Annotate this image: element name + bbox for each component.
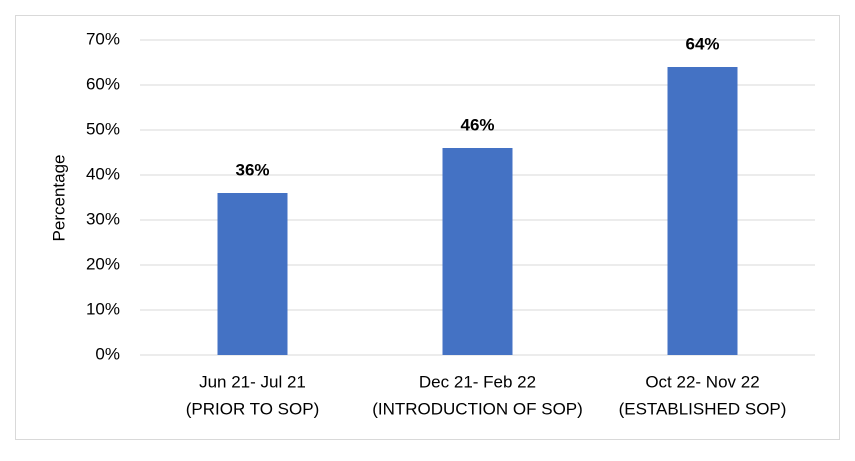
value-label: 64% [685,34,719,53]
y-tick-label: 10% [86,299,120,318]
value-label: 36% [235,160,269,179]
y-tick-label: 40% [86,164,120,183]
y-tick-label: 70% [86,29,120,48]
y-tick-label: 50% [86,119,120,138]
x-tick-label: (ESTABLISHED SOP) [619,399,787,418]
y-tick-label: 30% [86,209,120,228]
y-tick-label: 20% [86,254,120,273]
bar [667,67,738,355]
y-axis-title: Percentage [49,155,68,242]
x-tick-label: (PRIOR TO SOP) [186,399,320,418]
y-tick-label: 0% [95,344,120,363]
value-label: 46% [460,115,494,134]
x-tick-label: (INTRODUCTION OF SOP) [372,399,583,418]
x-tick-label: Jun 21- Jul 21 [199,372,306,391]
x-tick-label: Oct 22- Nov 22 [645,372,759,391]
y-tick-label: 60% [86,74,120,93]
bar [217,193,288,355]
x-tick-label: Dec 21- Feb 22 [419,372,536,391]
bar [442,148,513,355]
